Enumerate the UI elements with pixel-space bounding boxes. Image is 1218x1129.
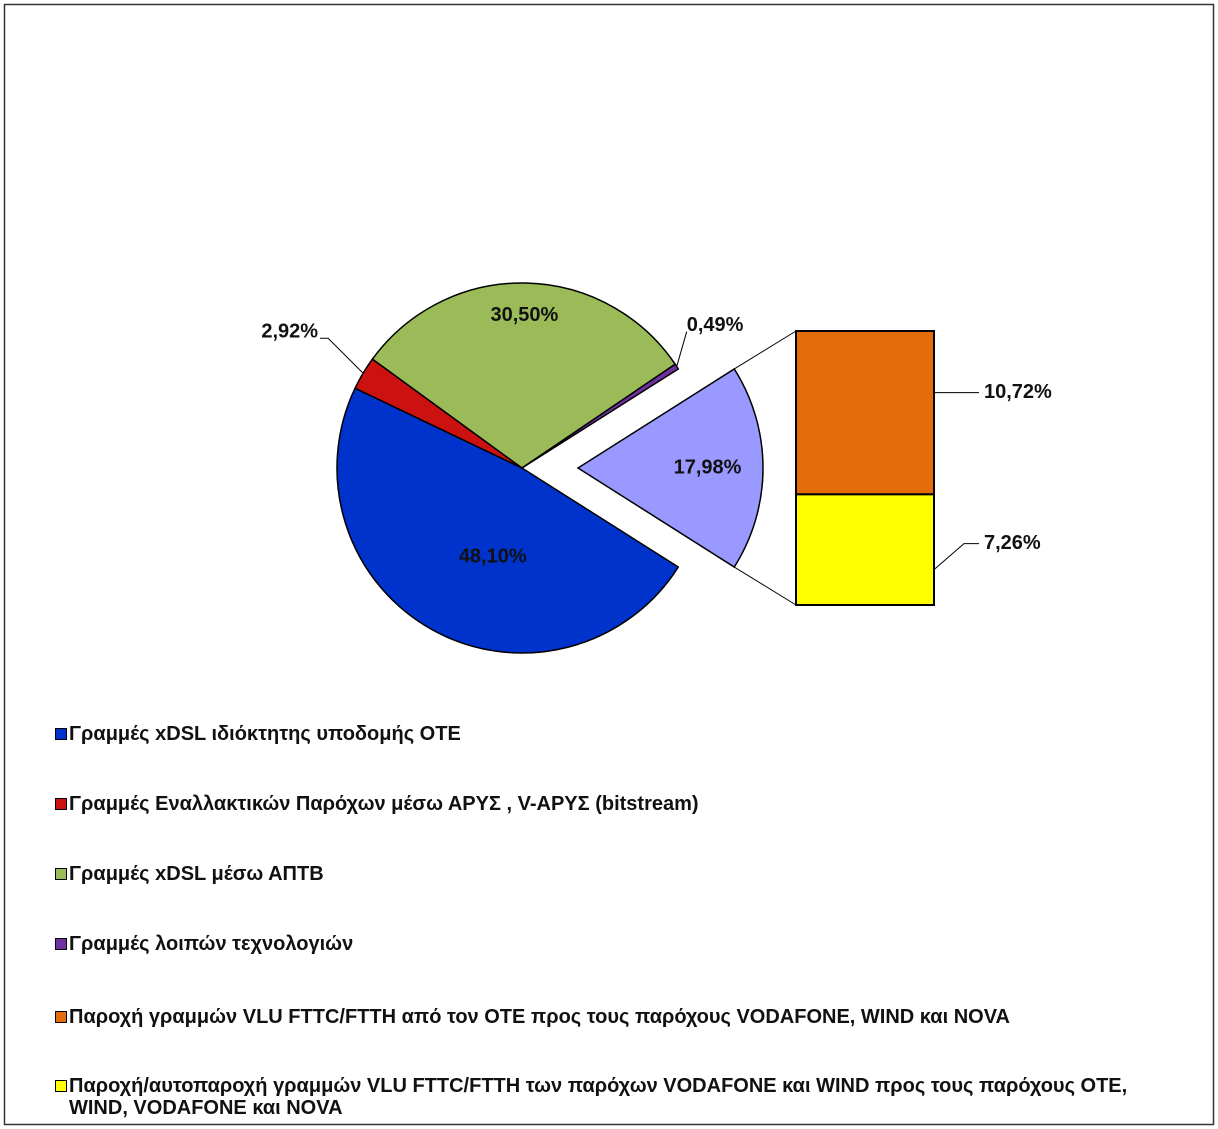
data-label: 2,92% (261, 321, 318, 343)
data-label: 30,50% (490, 304, 558, 326)
legend-entry: Γραμμές xDSL ιδιόκτητης υποδομής ΟΤΕ (55, 723, 1189, 745)
legend-label: Παροχή/αυτοπαροχή γραμμών VLU FTTC/FTTH … (69, 1075, 1128, 1119)
data-label: 0,49% (687, 314, 744, 336)
legend-label: Παροχή γραμμών VLU FTTC/FTTH από τον ΟΤΕ… (69, 1006, 1010, 1028)
connector (733, 330, 797, 370)
frame (3, 3, 1215, 1126)
legend-label: Γραμμές λοιπών τεχνολογιών (69, 933, 354, 955)
legend-entry: Παροχή γραμμών VLU FTTC/FTTH από τον ΟΤΕ… (55, 1006, 1189, 1028)
legend-swatch (55, 1011, 67, 1023)
legend-entry: Γραμμές xDSL μέσω ΑΠΤΒ (55, 863, 1189, 885)
bar-segment (795, 493, 935, 606)
data-label-other: 17,98% (674, 456, 742, 478)
legend-swatch (55, 938, 67, 950)
pie-slice (336, 387, 680, 654)
legend-label: Γραμμές Εναλλακτικών Παρόχων μέσω ΑΡΥΣ ,… (69, 793, 699, 815)
connector (733, 566, 797, 606)
leader-line (320, 337, 364, 374)
legend-swatch (55, 798, 67, 810)
legend-swatch (55, 728, 67, 740)
data-label: 48,10% (459, 545, 527, 567)
legend-entry: Γραμμές λοιπών τεχνολογιών (55, 933, 1189, 955)
legend-entry: Γραμμές Εναλλακτικών Παρόχων μέσω ΑΡΥΣ ,… (55, 793, 1189, 815)
legend-entry: Παροχή/αυτοπαροχή γραμμών VLU FTTC/FTTH … (55, 1075, 1189, 1119)
legend-swatch (55, 868, 67, 880)
data-label: 7,26% (984, 532, 1041, 554)
leader-line (933, 543, 979, 571)
pie-slice (371, 282, 677, 469)
data-label: 10,72% (984, 381, 1052, 403)
bar-segment (795, 330, 935, 496)
legend-label: Γραμμές xDSL ιδιόκτητης υποδομής ΟΤΕ (69, 723, 461, 745)
leader-line (676, 331, 688, 367)
legend-label: Γραμμές xDSL μέσω ΑΠΤΒ (69, 863, 324, 885)
legend-swatch (55, 1080, 67, 1092)
pie-slice-other (576, 367, 764, 569)
